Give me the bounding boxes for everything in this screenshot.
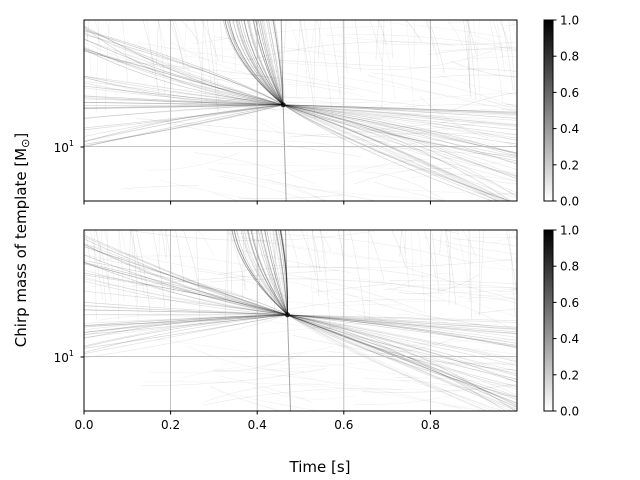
top-colorbar-tick-label: 0.8 [560, 50, 579, 64]
bottom-plot-background [84, 230, 517, 411]
top-colorbar-ticks: 0.0 0.2 0.4 0.6 0.8 1.0 [553, 14, 579, 209]
top-x-ticks [83, 201, 431, 205]
y-axis-label: Chirp mass of template [M⊙] [12, 133, 32, 347]
bottom-x-tick-label: 0.0 [74, 418, 93, 432]
top-colorbar-tick-label: 0.6 [560, 86, 579, 100]
bottom-plot-frame [83, 229, 518, 412]
top-colorbar-tick-label: 1.0 [560, 14, 579, 28]
bottom-x-tick-label: 0.6 [334, 418, 353, 432]
top-heatmap-image [84, 20, 517, 201]
top-plot-background [84, 20, 517, 201]
bottom-colorbar-gradient [543, 229, 554, 412]
top-plot-frame [83, 19, 518, 202]
top-colorbar-tick-label: 0.0 [560, 195, 579, 209]
x-axis-label: Time [s] [289, 458, 351, 476]
bottom-heatmap-panel: 0.0 0.2 0.4 0.6 0.8 101 [54, 229, 518, 432]
bottom-colorbar-tick-label: 0.0 [560, 405, 579, 419]
bottom-colorbar-tick-label: 1.0 [560, 224, 579, 238]
bottom-colorbar-tick-label: 0.4 [560, 332, 579, 346]
bottom-colorbar-ticks: 0.0 0.2 0.4 0.6 0.8 1.0 [553, 224, 579, 419]
top-heatmap-panel: 101 [54, 19, 518, 205]
bottom-x-ticks: 0.0 0.2 0.4 0.6 0.8 [74, 411, 440, 432]
top-colorbar-tick-label: 0.2 [560, 158, 579, 172]
bottom-grid [84, 230, 517, 411]
bottom-heatmap-image [84, 230, 517, 411]
bottom-colorbar-tick-label: 0.2 [560, 368, 579, 382]
top-grid [84, 20, 517, 201]
bottom-x-tick-label: 0.4 [248, 418, 267, 432]
bottom-colorbar-tick-label: 0.8 [560, 260, 579, 274]
top-colorbar-tick-label: 0.4 [560, 122, 579, 136]
bottom-colorbar: 0.0 0.2 0.4 0.6 0.8 1.0 [543, 224, 579, 419]
top-colorbar: 0.0 0.2 0.4 0.6 0.8 1.0 [543, 14, 579, 209]
bottom-y-tick-label: 101 [54, 349, 74, 365]
bottom-y-tick-10: 101 [54, 349, 84, 365]
bottom-x-tick-label: 0.8 [421, 418, 440, 432]
top-colorbar-gradient [543, 19, 554, 202]
top-y-tick-10: 101 [54, 139, 84, 155]
top-y-tick-label: 101 [54, 139, 74, 155]
bottom-colorbar-tick-label: 0.6 [560, 296, 579, 310]
bottom-x-tick-label: 0.2 [161, 418, 180, 432]
